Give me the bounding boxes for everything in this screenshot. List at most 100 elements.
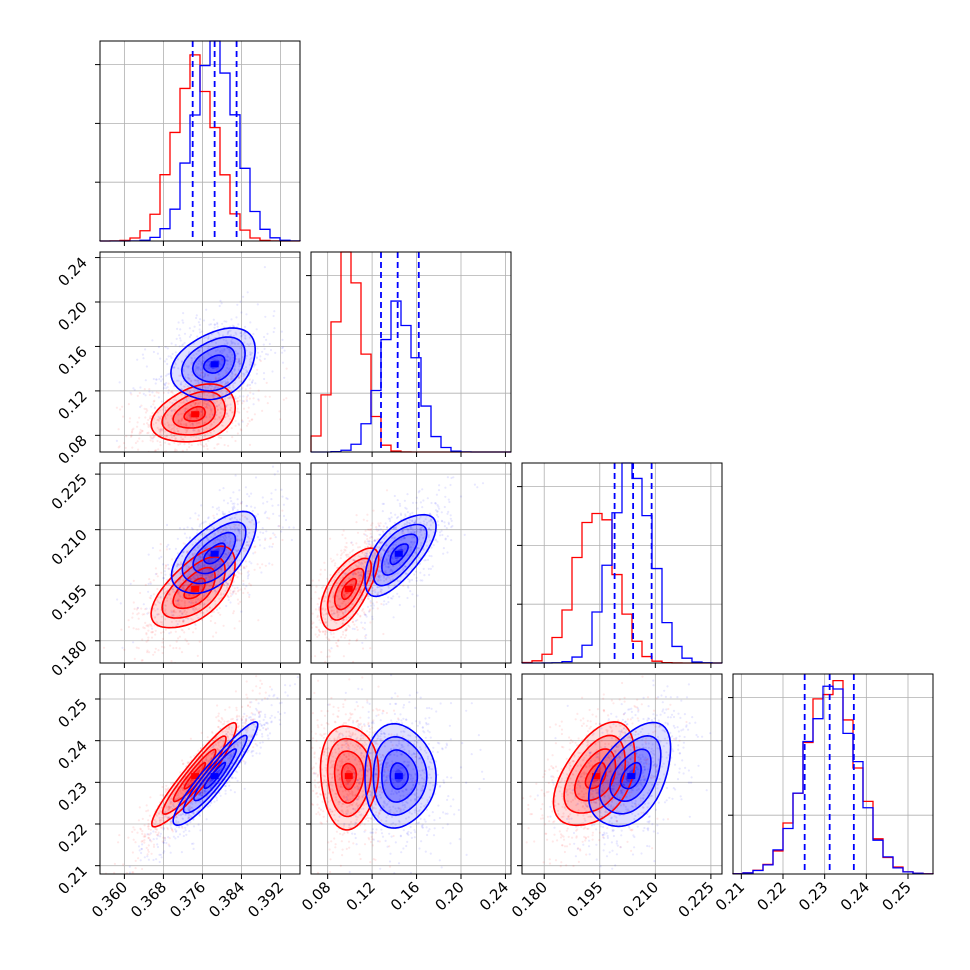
- x-tick-label: 0.23: [795, 878, 831, 914]
- contour-line: [193, 748, 238, 802]
- contour-line: [180, 336, 246, 392]
- panel-frame: [732, 673, 934, 875]
- x-tick-label: 0.22: [753, 878, 789, 914]
- contour-line: [172, 720, 259, 827]
- contour-line: [573, 748, 617, 802]
- contour-line: [333, 567, 365, 611]
- contour-line: [170, 327, 257, 401]
- panel-frame: [521, 462, 723, 664]
- panel-frames: [95, 40, 934, 879]
- x-tick-label: 0.225: [675, 878, 718, 921]
- density-peak: [210, 361, 219, 368]
- contour-line: [340, 762, 358, 791]
- x-tick-label: 0.376: [166, 878, 209, 921]
- density-peak: [210, 550, 219, 557]
- panel-frame: [310, 251, 512, 453]
- contour-line: [587, 721, 672, 828]
- contour-and-hist-lines: [99, 40, 934, 875]
- contours-red: [150, 383, 237, 443]
- density-peak: [191, 773, 200, 780]
- density-peak: [191, 585, 200, 592]
- contour-line: [161, 390, 227, 436]
- y-tick-label: 0.20: [54, 298, 90, 334]
- y-tick-label: 0.16: [54, 343, 90, 379]
- contour-line: [203, 761, 227, 790]
- density-peak: [191, 411, 200, 418]
- y-tick-label: 0.24: [54, 254, 90, 290]
- y-tick-label: 0.180: [48, 637, 91, 680]
- y-tick-label: 0.195: [48, 581, 91, 624]
- contour-line: [381, 749, 419, 803]
- contour-line: [150, 383, 237, 443]
- histogram-red-p3: [521, 512, 722, 664]
- contour-line: [172, 748, 217, 803]
- x-tick-label: 0.25: [878, 878, 914, 914]
- panel-frame: [310, 673, 512, 875]
- contour-line: [372, 523, 428, 587]
- contour-line: [170, 510, 258, 595]
- contour-line: [326, 737, 373, 818]
- contours-red: [150, 545, 236, 629]
- contour-line: [319, 725, 380, 831]
- x-tick-label: 0.24: [476, 878, 512, 914]
- density-peak: [394, 550, 403, 557]
- contour-line: [389, 543, 409, 566]
- density-peak: [627, 773, 636, 780]
- contour-line: [183, 405, 206, 422]
- panel-frame: [99, 673, 301, 875]
- contour-line: [203, 542, 226, 565]
- contours-blue: [364, 513, 437, 598]
- contours-blue: [172, 720, 259, 827]
- x-tick-label: 0.12: [343, 878, 379, 914]
- y-tick-label: 0.24: [54, 737, 90, 773]
- y-tick-label: 0.21: [54, 862, 90, 898]
- contour-line: [381, 533, 419, 576]
- contour-line: [584, 761, 607, 790]
- x-tick-label: 0.210: [619, 878, 662, 921]
- contour-line: [192, 531, 237, 575]
- contour-line: [619, 761, 642, 790]
- contour-line: [609, 748, 652, 803]
- contour-line: [340, 577, 358, 601]
- y-tick-label: 0.225: [48, 470, 91, 513]
- contour-line: [319, 547, 380, 632]
- density-peak: [344, 773, 353, 780]
- contours-blue: [364, 722, 437, 829]
- contour-line: [389, 762, 409, 790]
- density-peak: [394, 773, 403, 780]
- contour-line: [598, 734, 662, 815]
- contours-blue: [170, 327, 257, 401]
- x-tick-label: 0.20: [431, 878, 467, 914]
- panel-frame: [99, 462, 301, 664]
- panel-frame: [521, 673, 723, 875]
- density-peak: [592, 773, 601, 780]
- contour-line: [161, 735, 227, 815]
- histogram-red-p4: [732, 679, 934, 875]
- y-tick-label: 0.12: [54, 387, 90, 423]
- density-peak: [344, 585, 353, 592]
- contour-line: [161, 556, 226, 619]
- y-tick-label: 0.23: [54, 778, 90, 814]
- y-tick-label: 0.210: [48, 526, 91, 569]
- x-tick-label: 0.360: [88, 878, 131, 921]
- contour-line: [364, 513, 437, 598]
- contour-line: [183, 577, 206, 600]
- histogram-blue-p2: [310, 300, 511, 453]
- contour-line: [364, 722, 437, 829]
- x-tick-label: 0.384: [205, 878, 248, 921]
- x-tick-label: 0.368: [127, 878, 170, 921]
- contour-line: [172, 566, 216, 610]
- histogram-blue-p3: [522, 462, 723, 664]
- scatter-points: [102, 266, 722, 874]
- x-tick-label: 0.392: [244, 878, 287, 921]
- x-tick-label: 0.21: [712, 878, 748, 914]
- histogram-blue-p4: [732, 685, 934, 875]
- contour-line: [372, 735, 428, 816]
- contour-line: [202, 354, 226, 374]
- contour-line: [181, 521, 247, 585]
- density-peak: [210, 773, 219, 780]
- contour-line: [333, 750, 365, 804]
- contours-red: [319, 725, 380, 831]
- contours-blue: [170, 510, 258, 595]
